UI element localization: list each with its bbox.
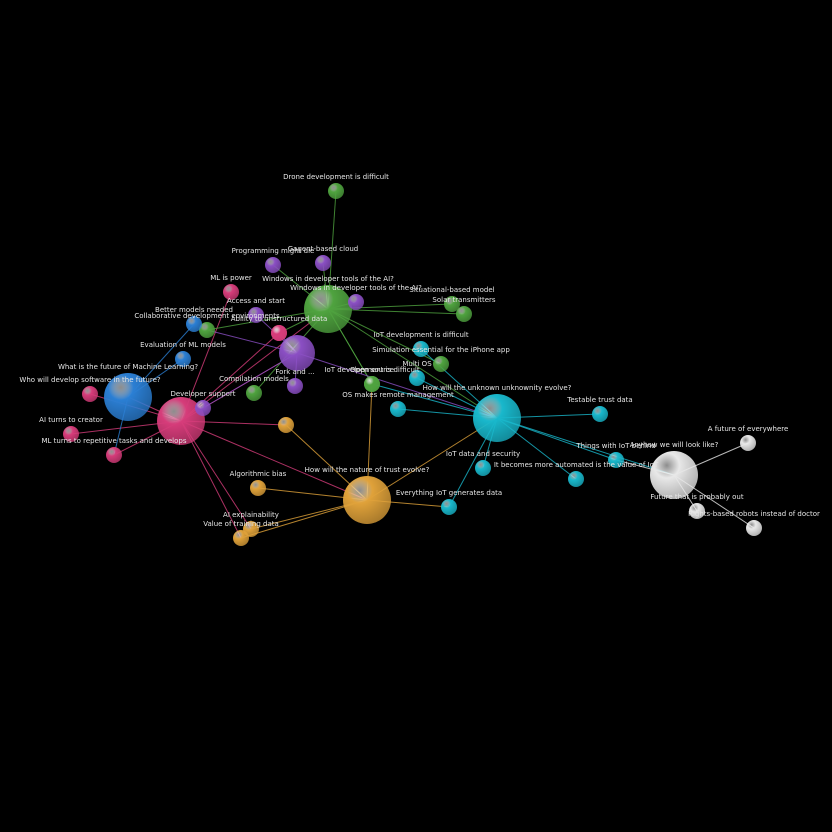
node-g-sim[interactable] (433, 356, 449, 372)
node-label: Value of training data (203, 520, 279, 528)
node-label: Developer support (170, 390, 235, 398)
node-label: Situational-based model (409, 286, 494, 294)
node-g-collab[interactable] (199, 322, 215, 338)
edge (496, 417, 675, 476)
node-green-hub[interactable] (304, 285, 352, 333)
node-p-access[interactable] (248, 307, 264, 323)
node-k-aicreator[interactable] (63, 426, 79, 442)
nodes-layer (63, 183, 762, 546)
node-label: Things with IoT behind (575, 442, 655, 450)
node-o-value[interactable] (233, 530, 249, 546)
edge (296, 352, 498, 419)
node-label: Fork and ... (275, 368, 314, 376)
node-label: Evaluation of ML models (140, 341, 226, 349)
node-label: Testable trust data (566, 396, 632, 404)
node-pink-hub[interactable] (157, 397, 205, 445)
node-b-better[interactable] (186, 316, 202, 332)
node-p-dev[interactable] (195, 400, 211, 416)
node-label: Windows in developer tools of the AI? (290, 284, 422, 292)
node-c-iotsec[interactable] (475, 460, 491, 476)
node-label: AI turns to creator (39, 416, 103, 424)
node-label: Compilation models (219, 375, 289, 383)
edge (327, 308, 498, 419)
node-blue-hub[interactable] (104, 373, 152, 421)
node-label: Solar transmitters (432, 296, 495, 304)
node-orange-hub[interactable] (343, 476, 391, 524)
node-label: Multi OS (402, 360, 432, 368)
edge (180, 420, 368, 501)
node-label: Collaborative development environments (134, 312, 280, 320)
node-c-mgmt[interactable] (390, 401, 406, 417)
node-o-misc[interactable] (278, 417, 294, 433)
node-label: Who will develop software in the future? (19, 376, 160, 384)
node-label: IoT development is difficult (324, 366, 419, 374)
node-c-every[interactable] (441, 499, 457, 515)
node-label: Simulation essential for the iPhone app (372, 346, 510, 354)
node-c-ide[interactable] (413, 341, 429, 357)
node-label: How will the unknown unknownity evolve? (423, 384, 572, 392)
node-c-things[interactable] (608, 452, 624, 468)
node-p-fork[interactable] (287, 378, 303, 394)
node-label: A future of everywhere (708, 425, 789, 433)
node-p-prog[interactable] (265, 257, 281, 273)
node-label: Access and start (227, 297, 285, 305)
node-label: OS makes remote management (342, 391, 454, 399)
node-k-mlpower[interactable] (223, 284, 239, 300)
node-o-algo[interactable] (250, 480, 266, 496)
edge (202, 352, 298, 409)
node-label: AI explainability (223, 511, 279, 519)
node-label: Future that is probably out (650, 493, 743, 501)
node-white-hub[interactable] (650, 451, 698, 499)
node-g-drone[interactable] (328, 183, 344, 199)
node-label: Anyhow we will look like? (630, 441, 719, 449)
node-b-eval[interactable] (175, 351, 191, 367)
node-purple-hub[interactable] (279, 335, 315, 371)
node-w-rob[interactable] (746, 520, 762, 536)
node-k-ml[interactable] (106, 447, 122, 463)
node-label: Windows in developer tools of the AI? (262, 275, 394, 283)
node-label: It becomes more automated is the value o… (494, 461, 659, 469)
node-c-trust[interactable] (592, 406, 608, 422)
node-g-sit[interactable] (444, 296, 460, 312)
node-label: Rights-based robots instead of doctor (688, 510, 820, 518)
edge (366, 417, 498, 501)
node-g-compmd[interactable] (246, 385, 262, 401)
node-p-cloud[interactable] (315, 255, 331, 271)
node-label: ML is power (210, 274, 252, 282)
node-p-wind[interactable] (348, 294, 364, 310)
node-label: Everything IoT generates data (396, 489, 502, 497)
node-label: How will the nature of trust evolve? (305, 466, 430, 474)
node-label: Algorithmic bias (230, 470, 287, 478)
node-label: Programming might die (232, 247, 315, 255)
node-label: Gagent-based cloud (288, 245, 358, 253)
node-g-os[interactable] (364, 376, 380, 392)
node-k-who[interactable] (82, 386, 98, 402)
node-cyan-hub[interactable] (473, 394, 521, 442)
node-label: Open source (350, 366, 394, 374)
node-w-future[interactable] (740, 435, 756, 451)
node-label: Drone development is difficult (283, 173, 389, 181)
labels-layer: What is the future of Machine Learning? W… (19, 173, 820, 528)
node-label: ML turns to repetitive tasks and develop… (41, 437, 186, 445)
node-label: Better models needed (155, 306, 233, 314)
node-w-nature[interactable] (689, 503, 705, 519)
node-label: IoT development is difficult (373, 331, 468, 339)
node-c-data[interactable] (568, 471, 584, 487)
node-label: IoT data and security (446, 450, 520, 458)
node-k-misc[interactable] (271, 325, 287, 341)
node-label: What is the future of Machine Learning? (58, 363, 198, 371)
node-c-edge[interactable] (409, 370, 425, 386)
node-g-solar[interactable] (456, 306, 472, 322)
node-label: Ability to unstructured data (231, 315, 328, 323)
